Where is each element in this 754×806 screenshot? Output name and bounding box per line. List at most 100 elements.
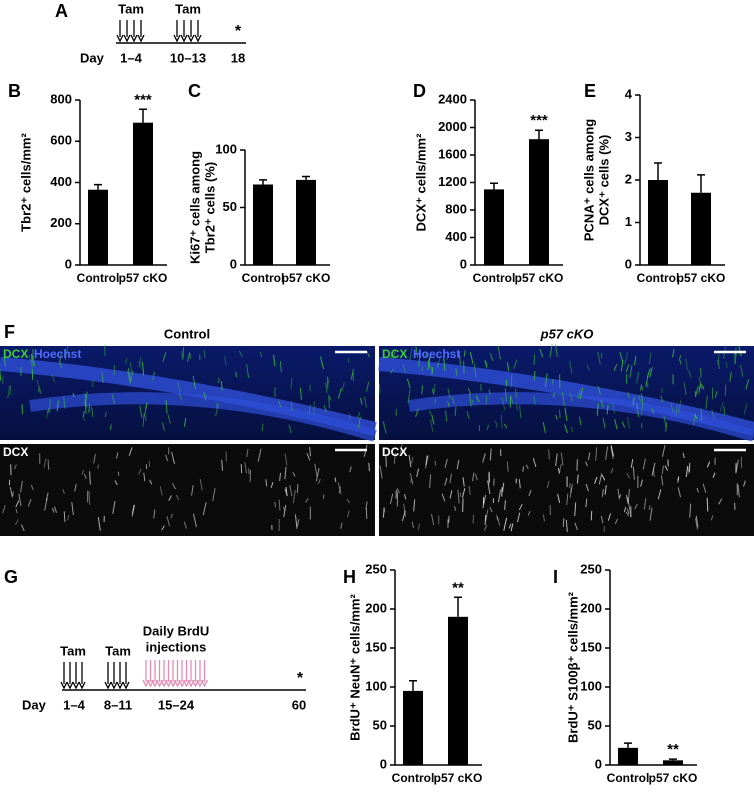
error-bar [535, 129, 543, 140]
process [434, 460, 437, 466]
y-tick-label: 0 [65, 256, 72, 271]
process [614, 518, 619, 525]
y-tick-label: 3 [625, 129, 632, 144]
process [695, 515, 699, 528]
process [409, 473, 414, 485]
process [39, 389, 41, 394]
process [569, 393, 573, 402]
process [296, 519, 300, 529]
process [513, 359, 518, 369]
process [700, 408, 703, 421]
process [346, 498, 351, 504]
bar [484, 189, 504, 265]
arrow-head [116, 34, 124, 43]
process [508, 523, 512, 529]
process [561, 392, 565, 406]
process [445, 410, 448, 422]
process [37, 386, 41, 392]
process [468, 392, 472, 407]
process [649, 366, 653, 378]
process [421, 366, 424, 371]
process [739, 364, 744, 377]
process [51, 507, 55, 513]
day-value: 18 [231, 50, 245, 65]
process [415, 408, 419, 417]
process [510, 523, 514, 532]
panel-label: D [413, 81, 426, 101]
process [279, 361, 282, 373]
panel-label: A [55, 1, 68, 21]
process [36, 379, 40, 388]
process [485, 509, 489, 521]
process [71, 501, 74, 516]
process [165, 454, 169, 462]
x-tick-label: p57 cKO [649, 771, 698, 785]
process [356, 411, 361, 419]
process [278, 499, 281, 511]
process [577, 389, 581, 399]
process [184, 418, 187, 427]
process [413, 499, 416, 512]
y-tick-label: 0 [380, 756, 387, 771]
process [570, 426, 574, 432]
process [220, 380, 223, 391]
process [45, 411, 50, 419]
process [602, 417, 606, 429]
process [431, 414, 435, 425]
process [346, 510, 350, 518]
process [443, 357, 446, 371]
process [192, 375, 196, 389]
process [178, 393, 182, 400]
process [623, 506, 627, 513]
panel-label: G [4, 567, 18, 587]
process [46, 408, 50, 414]
bar [529, 139, 549, 265]
y-tick-label: 0 [625, 256, 632, 271]
process [202, 502, 207, 516]
process [694, 414, 698, 420]
process [348, 413, 351, 419]
process [427, 360, 432, 369]
process [661, 445, 666, 458]
y-tick-label: 150 [365, 639, 387, 654]
process [702, 483, 707, 493]
process [564, 407, 568, 421]
process [745, 379, 750, 390]
y-tick-label: 800 [50, 91, 72, 106]
process [463, 350, 466, 357]
process [400, 441, 403, 455]
process [62, 489, 65, 494]
process [500, 415, 503, 429]
image-header: Control [164, 326, 210, 341]
y-axis-label: BrdU⁺ NeuN⁺ cells/mm² [347, 594, 362, 741]
process [166, 515, 171, 527]
process [144, 405, 148, 415]
process [597, 351, 601, 365]
process [679, 359, 682, 365]
process [224, 356, 227, 366]
process [643, 498, 647, 510]
process [284, 466, 287, 480]
process [337, 482, 342, 495]
y-tick-label: 250 [365, 561, 387, 576]
process [632, 466, 635, 480]
process [2, 375, 4, 385]
process [363, 396, 367, 408]
process [403, 503, 407, 517]
process [203, 350, 206, 358]
process [451, 397, 455, 405]
process [305, 497, 309, 503]
arrow-head [78, 681, 86, 690]
process [18, 493, 22, 506]
y-tick-label: 0 [595, 756, 602, 771]
timeline-a: Tam Tam * Day 1–4 10–13 18 [80, 1, 246, 65]
process [554, 344, 558, 357]
stain-label: Hoechst [413, 347, 460, 361]
process [59, 356, 61, 364]
process [176, 381, 181, 392]
process [74, 483, 77, 492]
process [487, 480, 491, 495]
end-mark: * [235, 23, 242, 40]
x-tick-label: Control [637, 271, 680, 285]
process [138, 468, 142, 475]
